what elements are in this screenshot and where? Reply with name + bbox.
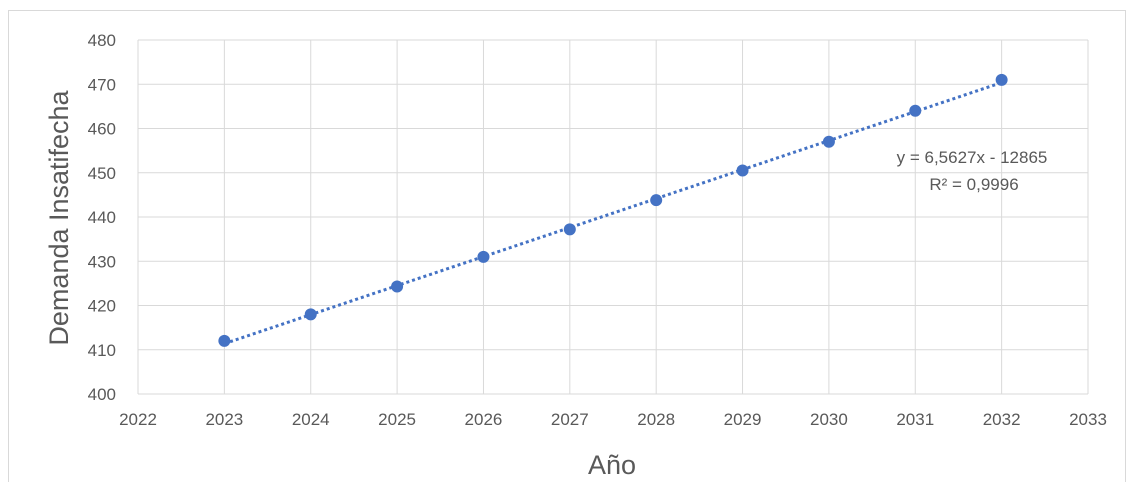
trendline: [223, 81, 1003, 346]
data-points: [218, 73, 1008, 347]
x-tick-label: 2026: [465, 410, 503, 429]
data-point-2032: [995, 73, 1008, 86]
y-tick-label: 450: [88, 164, 116, 183]
horizontal-gridlines: [138, 39, 1088, 395]
y-tick-label: 400: [88, 385, 116, 404]
data-point-2028: [650, 194, 663, 207]
trendline-equation: y = 6,5627x - 12865: [897, 148, 1048, 167]
x-tick-label: 2030: [810, 410, 848, 429]
y-tick-label: 480: [88, 31, 116, 50]
x-tick-label: 2028: [637, 410, 675, 429]
data-point-2025: [391, 280, 404, 293]
y-tick-label: 420: [88, 297, 116, 316]
x-tick-label: 2029: [724, 410, 762, 429]
data-point-2031: [909, 104, 922, 117]
trendline-r-squared: R² = 0,9996: [929, 175, 1018, 194]
x-tick-label: 2032: [983, 410, 1021, 429]
y-tick-label: 410: [88, 341, 116, 360]
data-point-2024: [304, 308, 317, 321]
data-point-2023: [218, 334, 231, 347]
data-point-2029: [736, 164, 749, 177]
x-tick-label: 2023: [205, 410, 243, 429]
x-tick-label: 2025: [378, 410, 416, 429]
y-tick-label: 430: [88, 252, 116, 271]
y-tick-label: 440: [88, 208, 116, 227]
x-tick-label: 2022: [119, 410, 157, 429]
trendline-group: [223, 81, 1003, 346]
y-axis-title: Demanda Insatifecha: [44, 89, 74, 345]
data-point-2027: [563, 223, 576, 236]
x-tick-label: 2024: [292, 410, 330, 429]
x-tick-label: 2033: [1069, 410, 1107, 429]
data-point-2026: [477, 250, 490, 263]
y-tick-labels: 400 410 420 430 440 450 460 470 480: [88, 31, 116, 404]
x-tick-label: 2031: [896, 410, 934, 429]
chart-frame: [8, 10, 1126, 482]
data-point-2030: [822, 135, 835, 148]
x-tick-labels: 2022 2023 2024 2025 2026 2027 2028 2029 2030 2031…: [119, 410, 1107, 429]
x-axis-title: Año: [588, 450, 636, 480]
y-tick-label: 460: [88, 120, 116, 139]
y-tick-label: 470: [88, 75, 116, 94]
x-tick-label: 2027: [551, 410, 589, 429]
